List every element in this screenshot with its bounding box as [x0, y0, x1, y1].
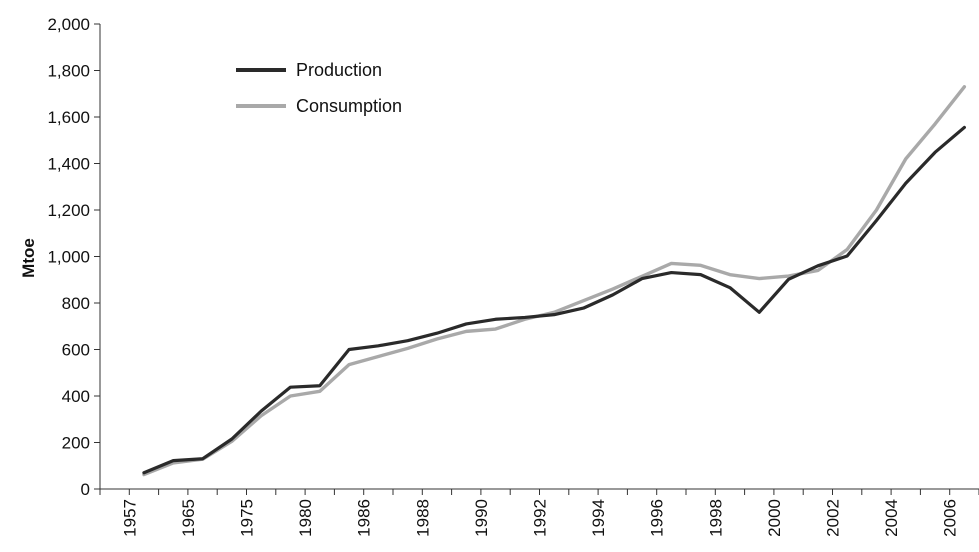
y-tick-label: 200	[62, 434, 90, 453]
x-tick-label: 2000	[765, 499, 784, 537]
series-line-production	[142, 125, 966, 475]
y-tick-label: 1,400	[47, 155, 90, 174]
x-tick-label: 2002	[824, 499, 843, 537]
y-axis-label: Mtoe	[19, 238, 38, 278]
x-tick-label: 2006	[941, 499, 960, 537]
x-tick-label: 1965	[179, 499, 198, 537]
y-tick-label: 0	[81, 480, 90, 499]
x-tick-label: 1990	[472, 499, 491, 537]
y-tick-label: 600	[62, 341, 90, 360]
y-tick-label: 2,000	[47, 15, 90, 34]
x-axis: 1957 1965 1975 1980 1986 1988 1990 1992 1994 1996…	[99, 488, 979, 537]
x-tick-label: 1998	[706, 499, 725, 537]
legend-label-production: Production	[296, 60, 382, 80]
y-tick-label: 1,000	[47, 248, 90, 267]
y-tick-label: 1,600	[47, 108, 90, 127]
x-tick-label: 1988	[413, 499, 432, 537]
y-axis: 0 200 400 600 800 1,000 1,200 1,400 1,600 1,800 2,…	[47, 15, 101, 499]
x-tick-label: 1980	[296, 499, 315, 537]
y-tick-label: 800	[62, 294, 90, 313]
y-tick-label: 400	[62, 387, 90, 406]
x-tick-label: 1996	[648, 499, 667, 537]
y-tick-label: 1,200	[47, 201, 90, 220]
x-tick-label: 2004	[882, 499, 901, 537]
x-tick-label: 1957	[120, 499, 139, 537]
series-line-consumption	[142, 85, 967, 477]
x-tick-label: 1994	[589, 499, 608, 537]
legend-label-consumption: Consumption	[296, 96, 402, 116]
series-lines	[142, 85, 967, 477]
x-tick-label: 1975	[238, 499, 257, 537]
x-tick-label: 1992	[531, 499, 550, 537]
y-tick-label: 1,800	[47, 62, 90, 81]
x-tick-label: 1986	[355, 499, 374, 537]
legend: Production Consumption	[236, 60, 402, 116]
